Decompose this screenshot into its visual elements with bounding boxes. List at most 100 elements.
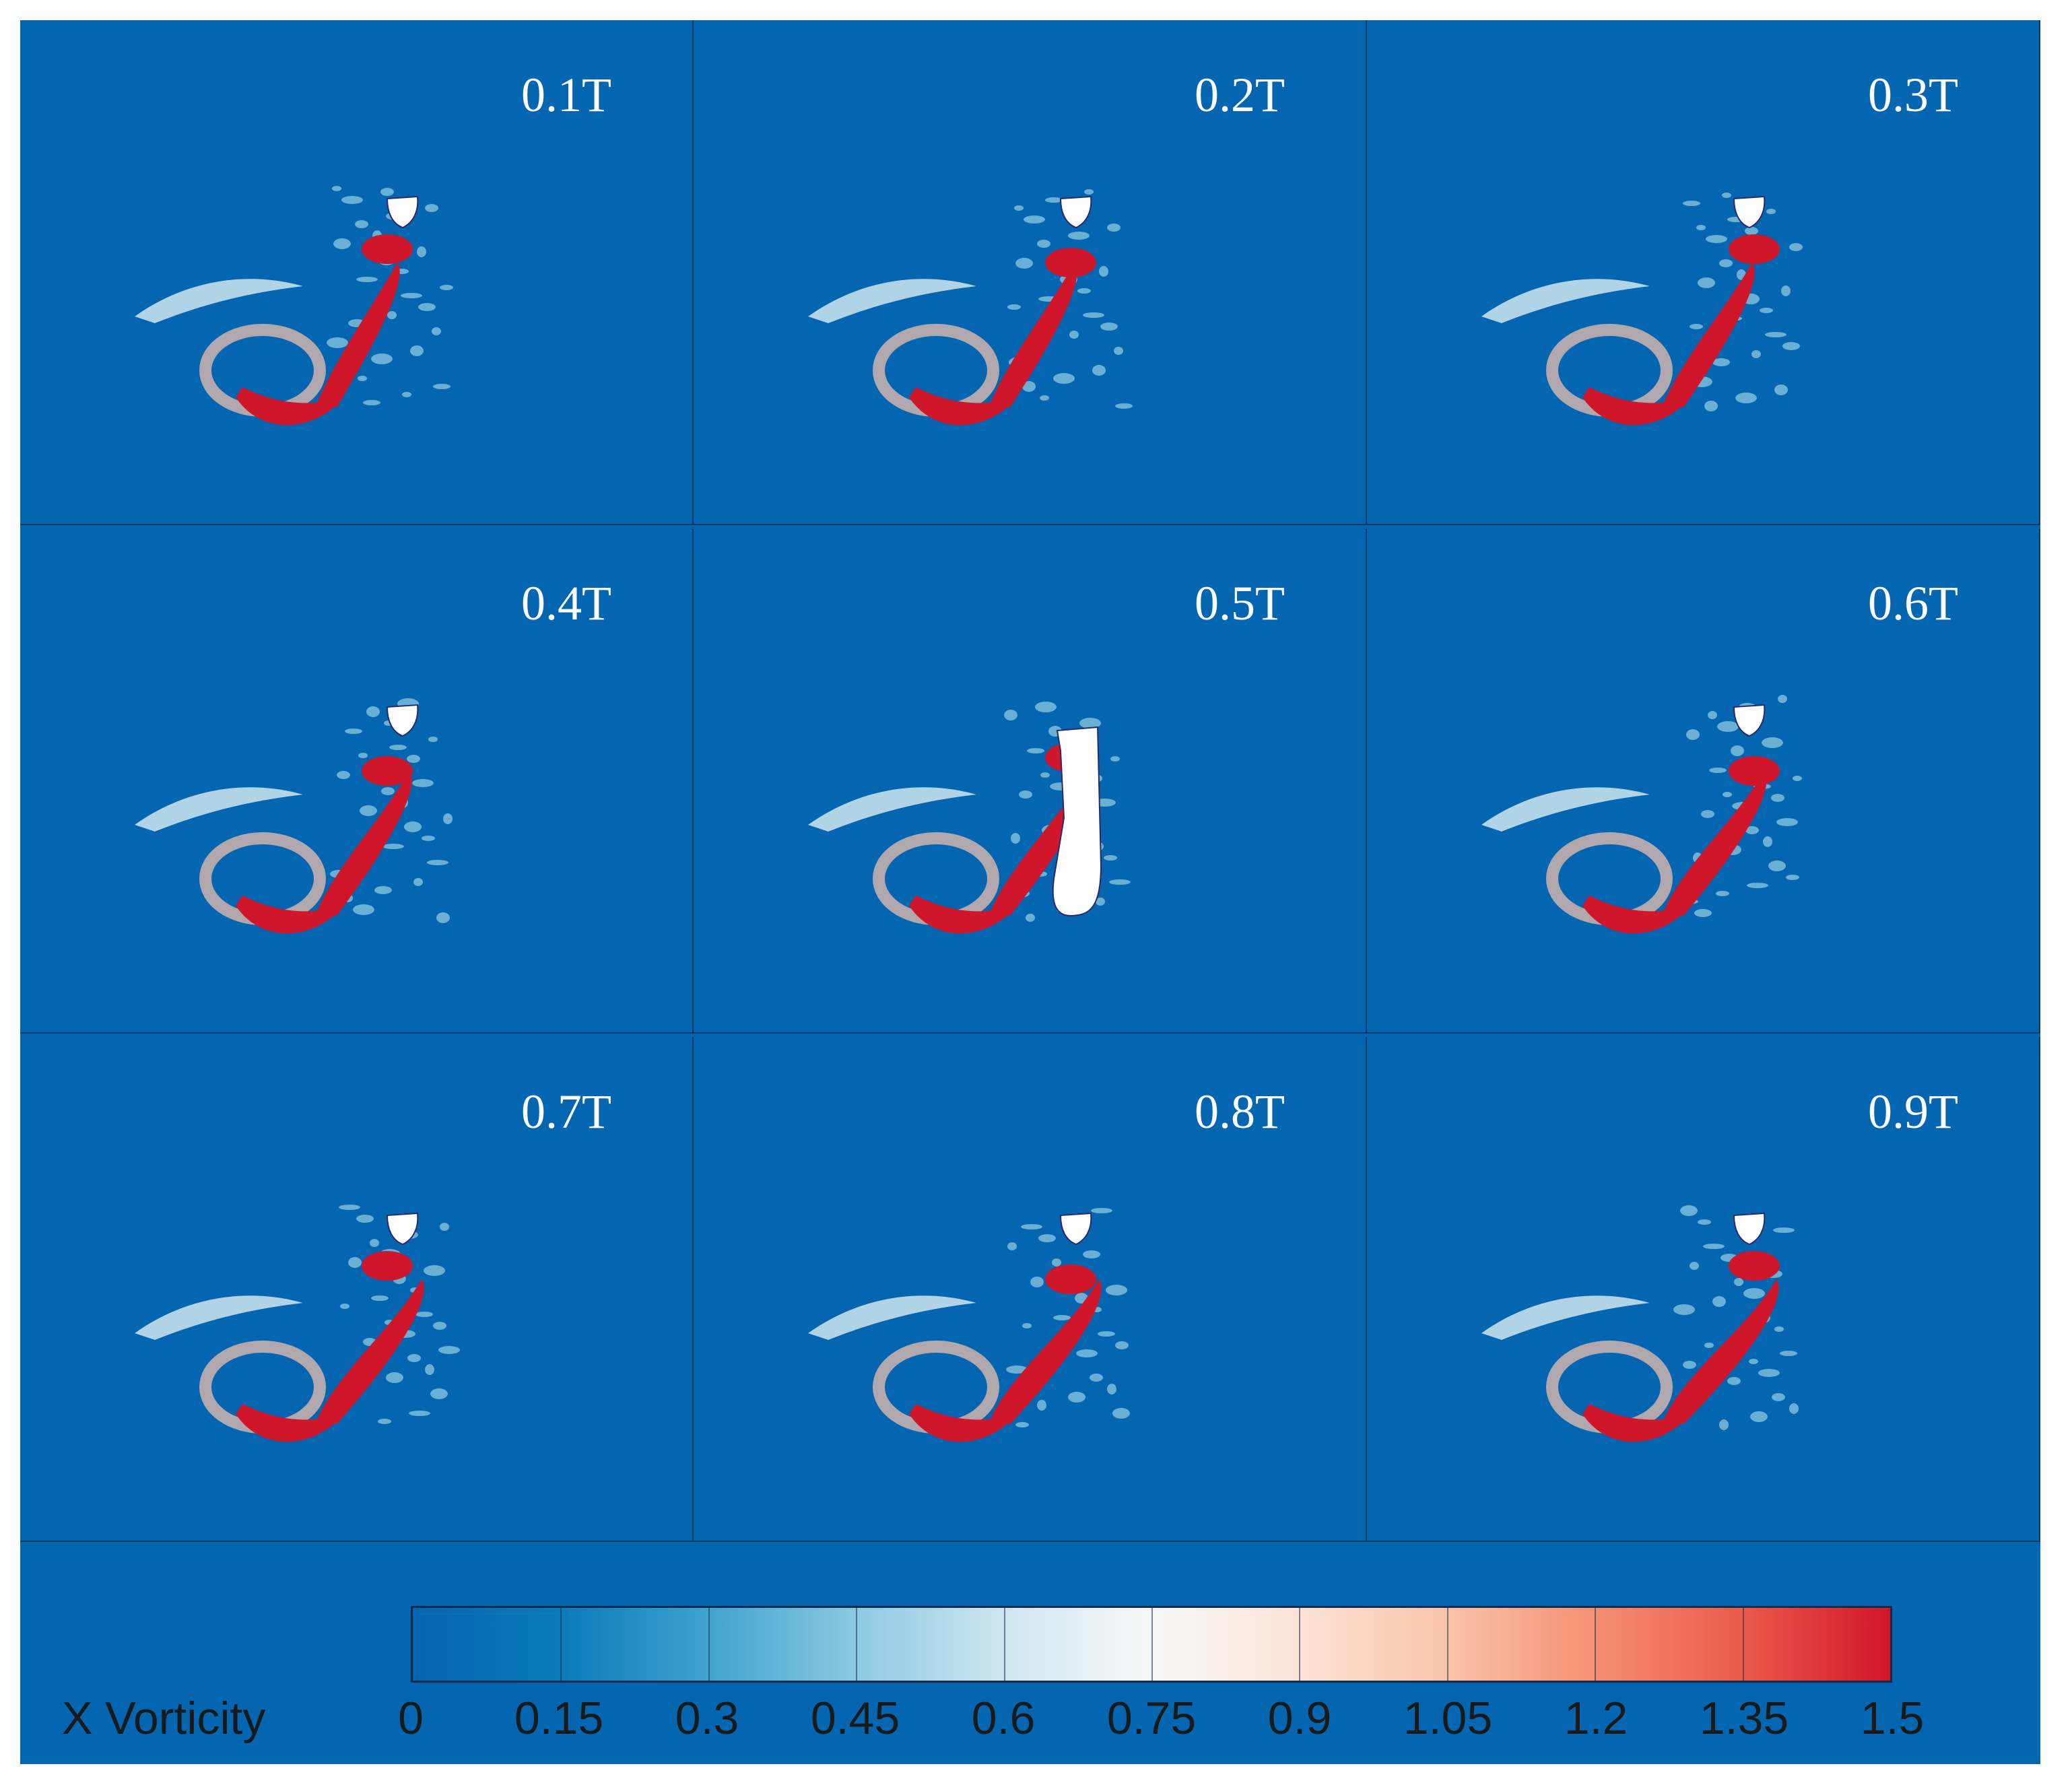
vorticity-contour (135, 698, 453, 934)
eddy-mark (1694, 909, 1712, 917)
wake-streak (808, 279, 976, 323)
vortex-core-lower (1582, 1404, 1690, 1442)
eddy-mark (1709, 768, 1727, 773)
eddy-mark (1723, 792, 1732, 797)
eddy-mark (381, 787, 395, 795)
colorbar-separator (708, 1608, 710, 1681)
time-label: 0.7T (521, 1085, 611, 1139)
eddy-mark (1092, 365, 1106, 376)
vorticity-contour (1481, 695, 1802, 934)
eddy-mark (1717, 721, 1739, 732)
vortex-core-lower (1582, 896, 1690, 934)
eddy-mark (433, 1322, 446, 1330)
time-label: 0.8T (1195, 1085, 1285, 1139)
vorticity-contour (1481, 1205, 1799, 1442)
eddy-mark (1007, 1242, 1017, 1250)
eddy-mark (356, 1215, 374, 1223)
eddy-mark (1084, 189, 1094, 195)
eddy-mark (1750, 1411, 1768, 1422)
vortex-core-lower (236, 387, 343, 426)
eddy-mark (1011, 833, 1020, 844)
eddy-mark (1703, 1244, 1725, 1249)
eddy-mark (386, 1372, 403, 1383)
vortex-tube (1663, 1279, 1779, 1424)
eddy-mark (366, 706, 380, 717)
vortex-core-lower (909, 1404, 1017, 1442)
eddy-mark (327, 337, 348, 348)
eddy-mark (1690, 1262, 1699, 1270)
eddy-mark (1780, 1351, 1797, 1356)
eddy-mark (1751, 350, 1761, 358)
eddy-mark (415, 1312, 433, 1317)
eddy-mark (340, 1304, 349, 1309)
eddy-mark (378, 1419, 391, 1424)
blade-body (1059, 1212, 1092, 1246)
vorticity-contour (808, 1208, 1130, 1442)
vortex-core-upper (1729, 234, 1780, 264)
eddy-mark (1782, 342, 1800, 350)
colorbar-tick-label: 1.05 (1403, 1693, 1493, 1744)
eddy-mark (380, 188, 394, 196)
eddy-mark (1698, 277, 1715, 288)
eddy-mark (1731, 745, 1744, 756)
eddy-mark (440, 285, 453, 290)
eddy-mark (345, 729, 362, 734)
eddy-mark (1686, 729, 1700, 740)
vortex-tube (1663, 771, 1767, 916)
eddy-mark (1022, 1323, 1032, 1328)
eddy-mark (1727, 1377, 1741, 1385)
eddy-mark (1079, 718, 1101, 729)
wake-streak (135, 1295, 303, 1340)
eddy-mark (389, 745, 407, 750)
vortex-tube (1663, 263, 1755, 407)
eddy-mark (1680, 1205, 1698, 1216)
eddy-mark (1712, 1296, 1726, 1307)
eddy-mark (1743, 1288, 1765, 1299)
vorticity-panel: 0.5T (694, 529, 1367, 1034)
eddy-mark (1024, 215, 1045, 224)
eddy-mark (436, 912, 450, 923)
eddy-mark (358, 753, 368, 758)
eddy-mark (404, 821, 422, 832)
wake-streak (135, 279, 303, 323)
blade-body (1052, 726, 1102, 917)
eddy-mark (1112, 1408, 1130, 1419)
eddy-mark (407, 1354, 421, 1362)
colorbar-tick-label: 0.75 (1106, 1693, 1197, 1744)
eddy-mark (1068, 232, 1090, 240)
eddy-mark (1107, 224, 1121, 232)
blade-body (386, 1212, 419, 1246)
colorbar-separator (1595, 1608, 1597, 1681)
eddy-mark (1749, 1359, 1758, 1364)
eddy-mark (1789, 1403, 1799, 1414)
eddy-mark (1690, 324, 1703, 329)
wake-streak (1481, 787, 1650, 832)
eddy-mark (1035, 702, 1057, 712)
colorbar-tick-label: 0.9 (1267, 1693, 1332, 1744)
eddy-mark (1768, 861, 1786, 871)
eddy-mark (1745, 227, 1758, 235)
eddy-mark (1040, 772, 1050, 778)
vortex-core-upper (1729, 1251, 1780, 1281)
eddy-mark (438, 1346, 460, 1354)
eddy-mark (1789, 243, 1803, 251)
colorbar-title: X Vorticity (62, 1693, 266, 1744)
eddy-mark (337, 771, 350, 779)
blade-body (386, 704, 419, 737)
vorticity-panel: 0.8T (694, 1037, 1367, 1542)
vorticity-panel: 0.2T (694, 20, 1367, 525)
eddy-mark (1701, 810, 1714, 818)
eddy-mark (1765, 332, 1786, 337)
colorbar-separator (1299, 1608, 1301, 1681)
blade-body (1733, 195, 1766, 229)
eddy-mark (1037, 1400, 1046, 1411)
eddy-mark (1735, 393, 1757, 403)
eddy-mark (1069, 331, 1079, 339)
eddy-mark (1091, 1208, 1112, 1213)
vorticity-contour (808, 189, 1133, 426)
eddy-mark (1760, 308, 1773, 313)
eddy-mark (1115, 403, 1133, 409)
colorbar-tick-label: 1.2 (1564, 1693, 1628, 1744)
eddy-mark (1747, 883, 1768, 888)
eddy-mark (1766, 209, 1776, 214)
